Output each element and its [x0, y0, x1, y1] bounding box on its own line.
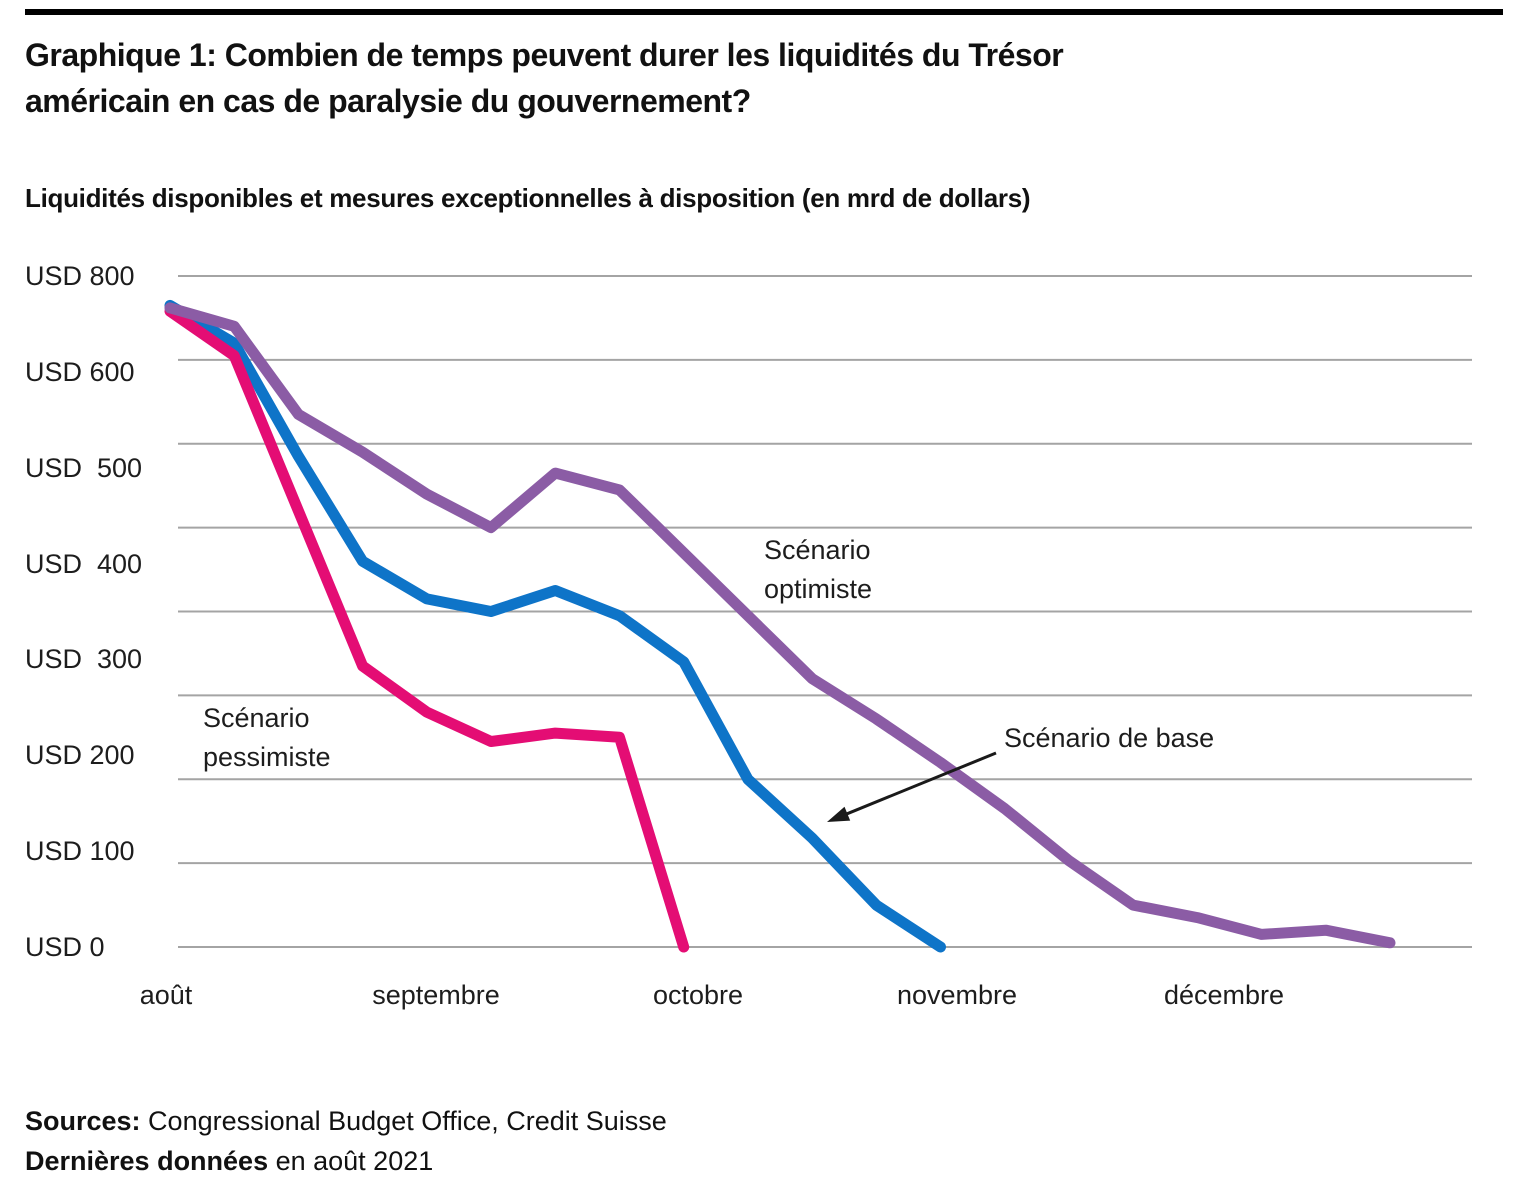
chart-subtitle: Liquidités disponibles et mesures except… — [25, 183, 1031, 213]
annotation-arrow-shaft — [843, 751, 997, 817]
sources-text: Congressional Budget Office, Credit Suis… — [140, 1106, 667, 1136]
x-tick-label: novembre — [896, 980, 1018, 1010]
y-tick-label: USD 600 — [25, 357, 135, 387]
y-tick-label: USD 300 — [25, 644, 143, 674]
annotation-scenario-optimiste: Scénario optimiste — [764, 531, 872, 609]
series-line-sc-nario-optimiste — [164, 302, 1396, 949]
page-title: Graphique 1: Combien de temps peuvent du… — [25, 32, 1485, 124]
annotation-line: Scénario — [203, 703, 310, 733]
x-tick-label: septembre — [372, 980, 500, 1010]
y-tick-label: USD 500 — [25, 453, 143, 483]
annotation-line: optimiste — [764, 574, 873, 604]
last-data-line: Dernières données en août 2021 — [25, 1144, 433, 1178]
x-tick-label: décembre — [1163, 980, 1285, 1010]
annotation-scenario-de-base: Scénario de base — [1004, 723, 1215, 753]
y-tick-label: USD 100 — [25, 836, 135, 866]
series-line-sc-nario-pessimiste — [164, 305, 690, 953]
top-rule — [25, 9, 1503, 15]
title-line-2: américain en cas de paralysie du gouvern… — [25, 83, 751, 119]
chart-plot — [164, 275, 1472, 953]
annotation-scenario-pessimiste: Scénario pessimiste — [203, 699, 331, 777]
y-tick-label: USD 200 — [25, 740, 135, 770]
y-tick-label: USD 0 — [25, 932, 105, 962]
annotation-line: Scénario — [764, 535, 871, 565]
sources-label: Sources: — [25, 1106, 141, 1136]
y-tick-label: USD 400 — [25, 549, 143, 579]
sources-line: Sources: Congressional Budget Office, Cr… — [25, 1104, 667, 1138]
x-tick-label: octobre — [652, 980, 744, 1010]
annotation-arrow-head — [827, 806, 851, 822]
last-data-label: Dernières données — [25, 1146, 269, 1176]
x-tick-label: août — [139, 980, 193, 1010]
series-line-sc-nario-de-base — [164, 299, 946, 953]
y-tick-label: USD 800 — [25, 261, 135, 291]
last-data-text: en août 2021 — [268, 1146, 434, 1176]
annotation-line: pessimiste — [203, 742, 331, 772]
title-line-1: Graphique 1: Combien de temps peuvent du… — [25, 37, 1064, 73]
